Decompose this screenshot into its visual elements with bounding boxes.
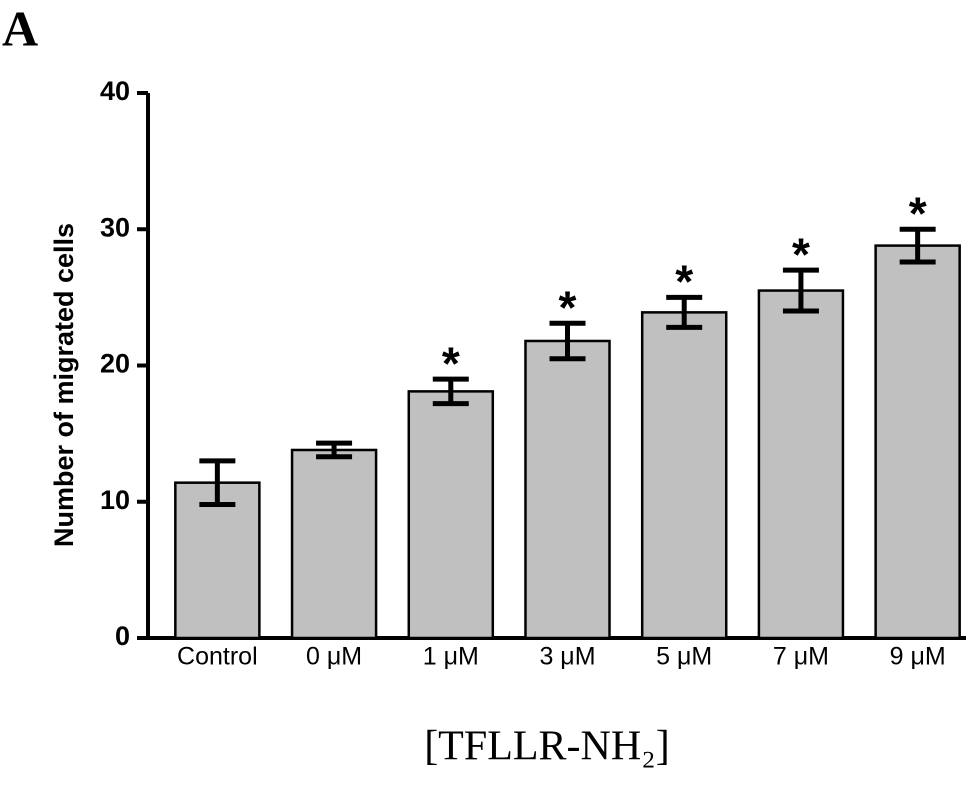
significance-mark: * [909, 187, 927, 239]
panel-label: A [2, 0, 38, 56]
x-tick-label: 3 μM [539, 643, 595, 671]
bar [174, 481, 261, 640]
x-tick-label: 5 μM [656, 643, 712, 671]
significance-mark: * [442, 337, 460, 389]
y-tick-label: 30 [100, 212, 130, 242]
x-tick-label: 1 μM [423, 643, 479, 671]
error-bar [316, 440, 353, 460]
error-bar [432, 376, 469, 407]
bar [640, 311, 728, 640]
y-axis-label: Number of migrated cells [49, 223, 79, 547]
y-tick-label: 10 [100, 485, 130, 515]
x-tick-label: 7 μM [773, 643, 829, 671]
error-bar [549, 320, 586, 362]
error-bar [199, 458, 236, 507]
y-tick-label: 0 [115, 621, 130, 651]
x-axis-label: [TFLLR-NH₂] [424, 724, 670, 770]
bar [407, 390, 495, 640]
error-bar [899, 226, 936, 265]
y-tick-label: 20 [100, 349, 130, 379]
bar [524, 339, 611, 640]
significance-mark: * [792, 228, 810, 280]
y-tick-label: 40 [100, 76, 130, 106]
bar [290, 448, 378, 640]
significance-mark: * [559, 281, 577, 333]
error-bar [666, 294, 703, 330]
bar [874, 244, 961, 640]
x-tick-label: Control [177, 643, 258, 671]
error-bar [782, 267, 819, 314]
significance-mark: * [675, 256, 693, 308]
bar [757, 289, 845, 640]
x-tick-label: 9 μM [890, 643, 946, 671]
x-tick-label: 0 μM [306, 643, 362, 671]
